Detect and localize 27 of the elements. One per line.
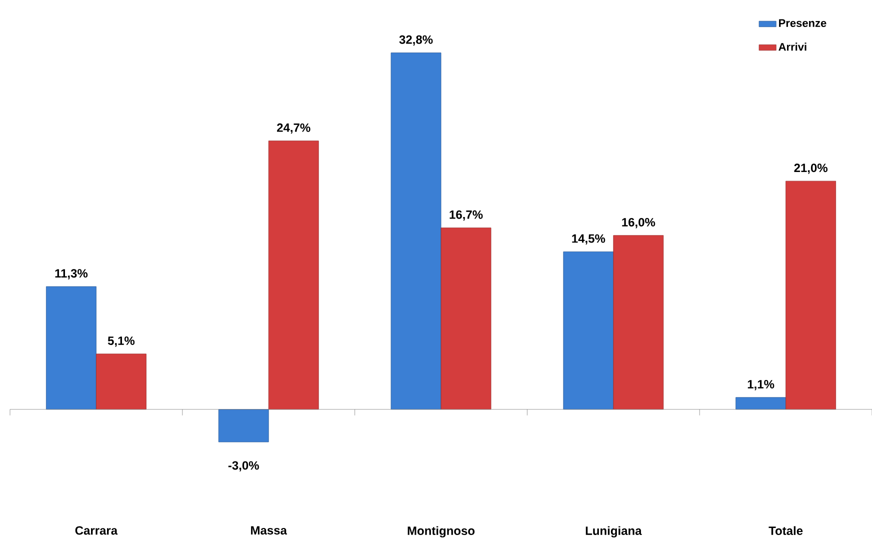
data-label: 5,1% [108,336,135,347]
x-tick-label: Totale [768,526,803,536]
bar [563,252,614,410]
legend-label: Arrivi [778,42,806,51]
x-tick-label: Massa [251,526,288,535]
bar [96,354,146,410]
bar [786,180,836,410]
bar [218,409,269,442]
x-tick-label: Lunigiana [586,526,642,538]
bar [46,286,96,410]
data-label: 16,0% [622,218,656,228]
data-label: 16,7% [450,210,483,221]
data-label: 32,8% [399,35,433,46]
bar [613,235,664,410]
bar [440,228,492,410]
data-label: -3,0% [228,461,259,472]
data-label: 14,5% [572,234,606,245]
data-label: 11,3% [55,269,88,280]
data-label: 21,0% [794,164,828,174]
data-label: 24,7% [277,123,310,134]
data-label: 1,1% [748,380,774,390]
bar [736,397,786,410]
x-tick-label: Montignoso [408,526,475,538]
legend-label: Presenze [779,19,826,27]
bar [390,52,442,410]
x-tick-label: Carrara [75,526,118,535]
bar [268,140,319,410]
